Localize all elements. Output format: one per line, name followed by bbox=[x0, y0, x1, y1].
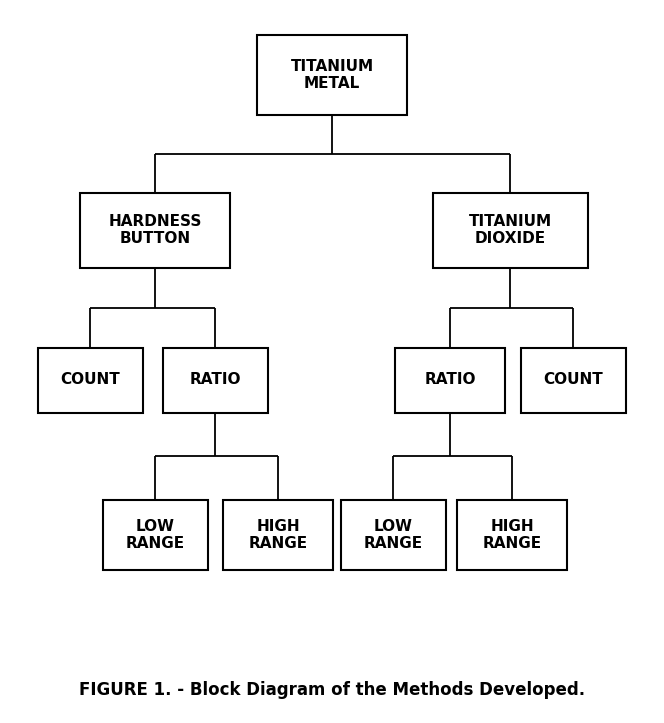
FancyBboxPatch shape bbox=[223, 500, 333, 570]
Text: TITANIUM
METAL: TITANIUM METAL bbox=[290, 59, 374, 91]
FancyBboxPatch shape bbox=[163, 348, 268, 413]
FancyBboxPatch shape bbox=[37, 348, 143, 413]
FancyBboxPatch shape bbox=[102, 500, 207, 570]
FancyBboxPatch shape bbox=[395, 348, 505, 413]
FancyBboxPatch shape bbox=[432, 192, 588, 268]
Text: HIGH
RANGE: HIGH RANGE bbox=[248, 519, 307, 551]
Text: RATIO: RATIO bbox=[424, 372, 475, 388]
Text: HARDNESS
BUTTON: HARDNESS BUTTON bbox=[108, 214, 202, 247]
Text: LOW
RANGE: LOW RANGE bbox=[363, 519, 422, 551]
FancyBboxPatch shape bbox=[257, 35, 407, 115]
Text: LOW
RANGE: LOW RANGE bbox=[125, 519, 185, 551]
Text: TITANIUM
DIOXIDE: TITANIUM DIOXIDE bbox=[468, 214, 552, 247]
FancyBboxPatch shape bbox=[341, 500, 446, 570]
Text: COUNT: COUNT bbox=[543, 372, 603, 388]
Text: FIGURE 1. - Block Diagram of the Methods Developed.: FIGURE 1. - Block Diagram of the Methods… bbox=[79, 681, 585, 699]
Text: RATIO: RATIO bbox=[189, 372, 241, 388]
Text: COUNT: COUNT bbox=[60, 372, 120, 388]
FancyBboxPatch shape bbox=[521, 348, 625, 413]
Text: HIGH
RANGE: HIGH RANGE bbox=[483, 519, 542, 551]
FancyBboxPatch shape bbox=[80, 192, 230, 268]
FancyBboxPatch shape bbox=[457, 500, 567, 570]
